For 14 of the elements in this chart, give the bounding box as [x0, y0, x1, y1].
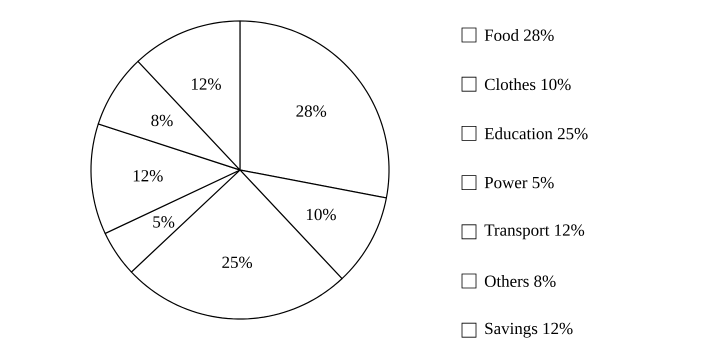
data-label: 28% [296, 105, 326, 117]
data-label: 10% [306, 208, 336, 220]
legend-label: Food 28% [484, 29, 554, 41]
data-label: 12% [192, 78, 221, 90]
data-label: 8% [151, 114, 173, 126]
legend-label: Others 8% [484, 275, 556, 287]
legend-label: Clothes 10% [484, 78, 571, 90]
legend-label: Savings 12% [485, 322, 573, 338]
data-label: 25% [222, 256, 252, 268]
data-label: 12% [134, 170, 163, 182]
legend-label: Power 5% [484, 176, 554, 188]
data-label: 5% [153, 216, 174, 228]
legend-label: Transport 12% [484, 224, 584, 240]
legend-label: Education 25% [484, 127, 588, 140]
